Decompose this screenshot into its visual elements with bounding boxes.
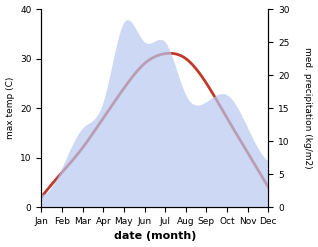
X-axis label: date (month): date (month) (114, 231, 196, 242)
Y-axis label: med. precipitation (kg/m2): med. precipitation (kg/m2) (303, 47, 313, 169)
Y-axis label: max temp (C): max temp (C) (5, 77, 15, 139)
